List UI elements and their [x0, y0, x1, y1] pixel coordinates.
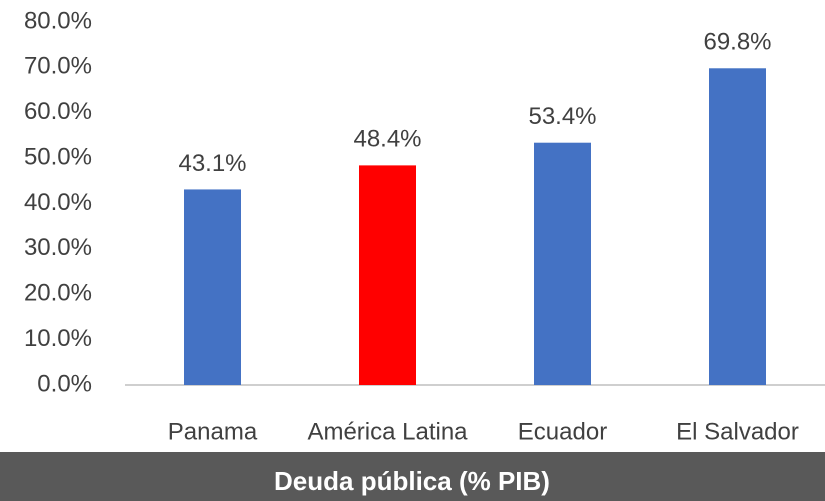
bar [534, 142, 591, 385]
y-tick-label: 40.0% [24, 189, 92, 216]
y-tick-label: 50.0% [24, 143, 92, 170]
data-label: 53.4% [528, 103, 596, 130]
data-label: 48.4% [353, 126, 421, 153]
category-labels: Panama América Latina Ecuador El Salvador [168, 418, 799, 445]
x-tick-label: El Salvador [676, 418, 799, 445]
x-tick-label: Ecuador [518, 418, 607, 445]
x-tick-label: Panama [168, 418, 258, 445]
y-tick-label: 70.0% [24, 53, 92, 80]
bar [359, 165, 416, 385]
y-tick-label: 0.0% [37, 370, 92, 397]
bar [184, 189, 241, 385]
y-tick-label: 10.0% [24, 325, 92, 352]
y-tick-label: 30.0% [24, 234, 92, 261]
bar [709, 68, 766, 385]
y-tick-label: 60.0% [24, 98, 92, 125]
chart-title: Deuda pública (% PIB) [274, 466, 550, 496]
data-label: 43.1% [178, 150, 246, 177]
title-bar [0, 452, 825, 501]
x-tick-label: América Latina [307, 418, 468, 445]
y-tick-label: 20.0% [24, 280, 92, 307]
data-label: 69.8% [703, 29, 771, 56]
y-tick-label: 80.0% [24, 7, 92, 34]
